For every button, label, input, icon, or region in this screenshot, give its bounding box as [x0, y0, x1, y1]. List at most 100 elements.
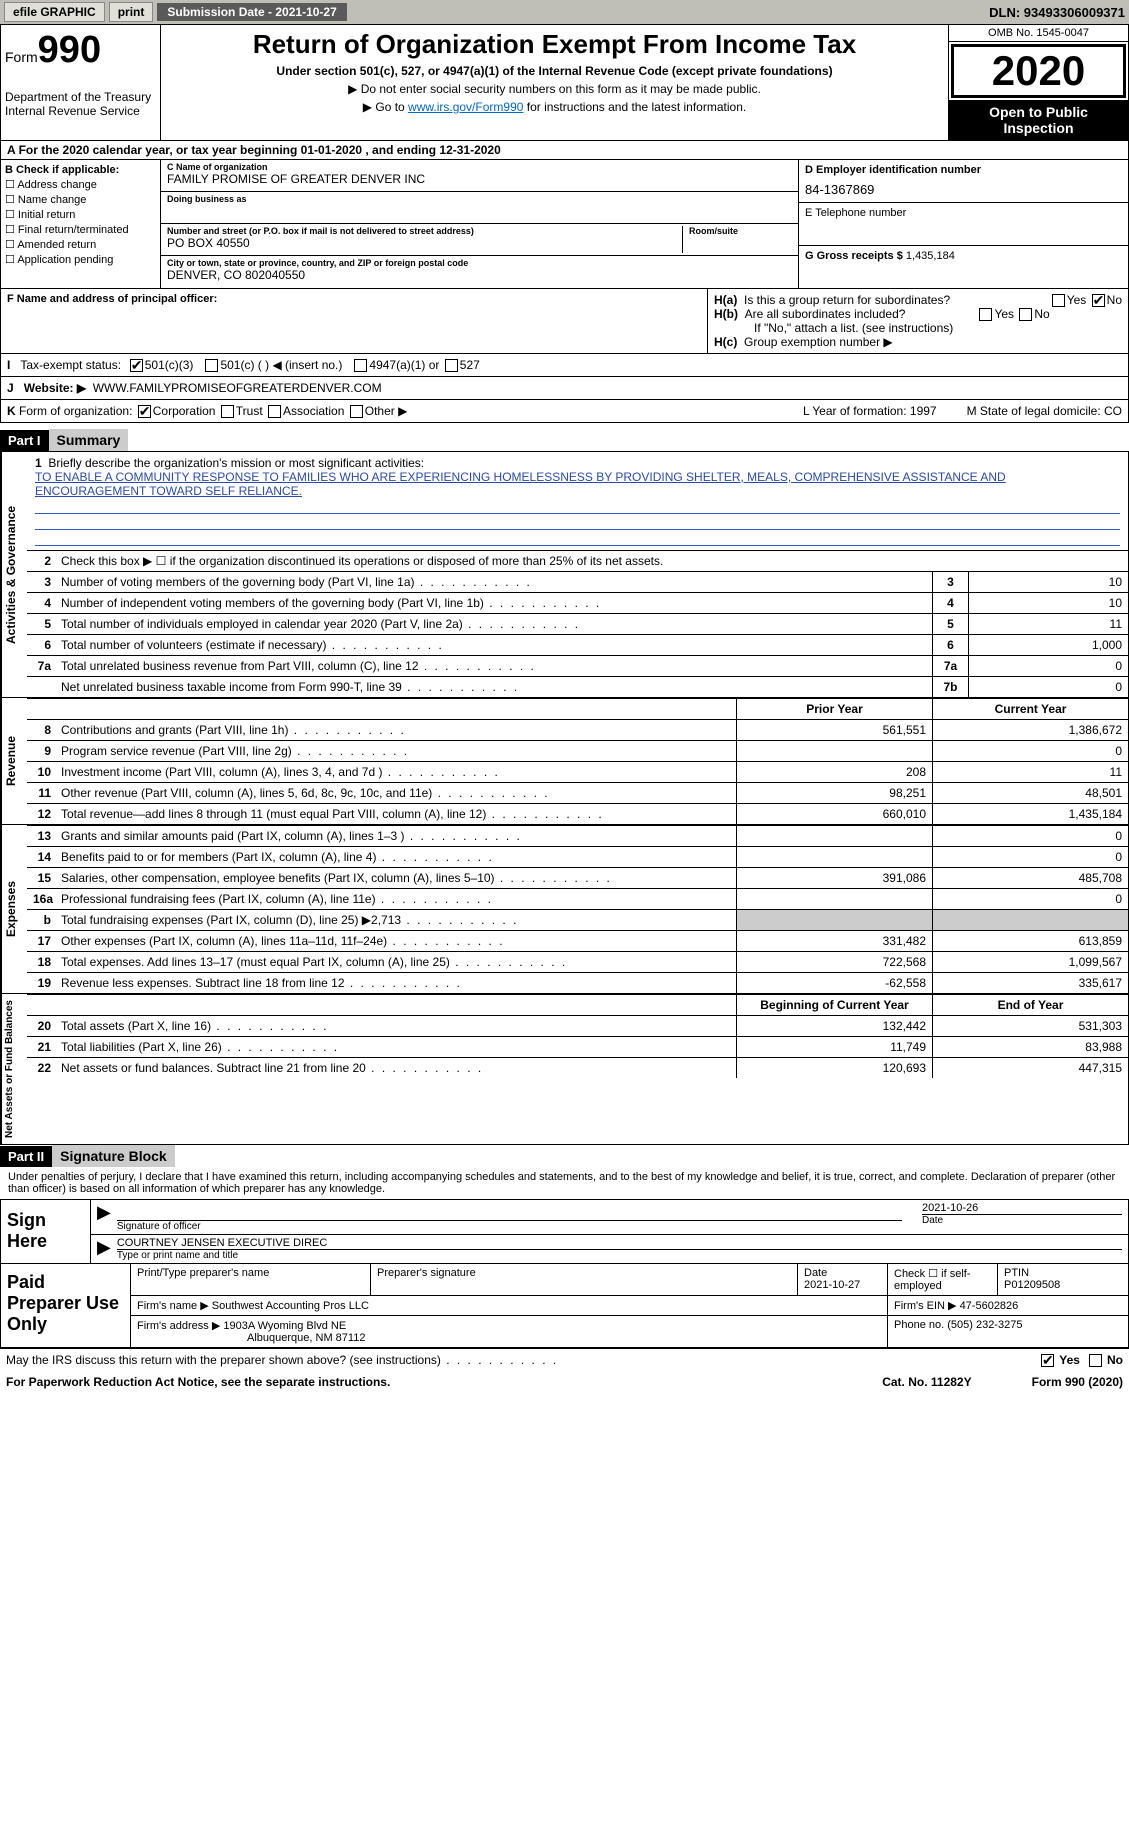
- omb-number: OMB No. 1545-0047: [949, 25, 1128, 42]
- chk-4947[interactable]: [354, 359, 367, 372]
- gov-line: 3Number of voting members of the governi…: [27, 571, 1128, 592]
- table-row: 21Total liabilities (Part X, line 26)11,…: [27, 1036, 1128, 1057]
- chk-amended[interactable]: ☐ Amended return: [5, 238, 156, 251]
- prep-date: 2021-10-27: [804, 1279, 860, 1291]
- vtab-revenue: Revenue: [1, 698, 27, 824]
- row-k: K Form of organization: Corporation Trus…: [0, 400, 1129, 423]
- cat-no: Cat. No. 11282Y: [882, 1375, 971, 1389]
- firm-ein: 47-5602826: [960, 1300, 1019, 1312]
- arrow-icon: ▶: [97, 1202, 111, 1232]
- entity-block: B Check if applicable: ☐ Address change …: [0, 160, 1129, 289]
- h-a-label: Is this a group return for subordinates?: [744, 293, 950, 307]
- hb-yes[interactable]: [979, 308, 992, 321]
- submission-date: Submission Date - 2021-10-27: [157, 3, 346, 21]
- sig-officer-label: Signature of officer: [117, 1220, 902, 1232]
- col-end: End of Year: [932, 995, 1128, 1015]
- table-row: 17Other expenses (Part IX, column (A), l…: [27, 930, 1128, 951]
- form-title: Return of Organization Exempt From Incom…: [165, 29, 944, 60]
- discuss-yes[interactable]: [1041, 1354, 1054, 1367]
- form-prefix: Form: [5, 49, 38, 65]
- part1-header: Part I: [0, 430, 49, 451]
- officer-name: COURTNEY JENSEN EXECUTIVE DIREC: [117, 1237, 1122, 1249]
- chk-assoc[interactable]: [268, 405, 281, 418]
- chk-final-return[interactable]: ☐ Final return/terminated: [5, 223, 156, 236]
- ha-no[interactable]: [1092, 294, 1105, 307]
- gross-receipts-value: 1,435,184: [906, 250, 955, 262]
- chk-501c3[interactable]: [130, 359, 143, 372]
- phone-label: E Telephone number: [805, 207, 1122, 219]
- preparer-section: Paid Preparer Use Only Print/Type prepar…: [0, 1264, 1129, 1348]
- h-b-note: If "No," attach a list. (see instruction…: [714, 321, 1122, 335]
- table-row: 14Benefits paid to or for members (Part …: [27, 846, 1128, 867]
- chk-initial-return[interactable]: ☐ Initial return: [5, 208, 156, 221]
- department: Department of the Treasury Internal Reve…: [5, 90, 156, 118]
- form-number: 990: [38, 29, 101, 71]
- ein-label: D Employer identification number: [805, 164, 1122, 176]
- table-row: 19Revenue less expenses. Subtract line 1…: [27, 972, 1128, 993]
- form-footer: Form 990 (2020): [1032, 1375, 1123, 1389]
- chk-trust[interactable]: [221, 405, 234, 418]
- table-row: bTotal fundraising expenses (Part IX, co…: [27, 909, 1128, 930]
- table-row: 16aProfessional fundraising fees (Part I…: [27, 888, 1128, 909]
- year-formation: L Year of formation: 1997: [803, 404, 937, 418]
- org-name-label: C Name of organization: [167, 162, 792, 172]
- row-f-h: F Name and address of principal officer:…: [0, 289, 1129, 354]
- table-row: 18Total expenses. Add lines 13–17 (must …: [27, 951, 1128, 972]
- officer-name-label: Type or print name and title: [117, 1249, 1122, 1261]
- prep-sig-label: Preparer's signature: [371, 1264, 798, 1295]
- chk-501c[interactable]: [205, 359, 218, 372]
- col-beginning: Beginning of Current Year: [736, 995, 932, 1015]
- vtab-expenses: Expenses: [1, 825, 27, 993]
- row-i: I Tax-exempt status: 501(c)(3) 501(c) ( …: [0, 354, 1129, 377]
- sig-date-value: 2021-10-26: [922, 1202, 1122, 1214]
- table-row: 13Grants and similar amounts paid (Part …: [27, 825, 1128, 846]
- discuss-no[interactable]: [1089, 1354, 1102, 1367]
- mission-text: TO ENABLE A COMMUNITY RESPONSE TO FAMILI…: [35, 470, 1006, 498]
- sign-here-label: Sign Here: [1, 1200, 91, 1263]
- footer: For Paperwork Reduction Act Notice, see …: [0, 1371, 1129, 1393]
- addr-value: PO BOX 40550: [167, 236, 682, 250]
- arrow-icon: ▶: [97, 1237, 111, 1261]
- chk-other[interactable]: [350, 405, 363, 418]
- table-row: 20Total assets (Part X, line 16)132,4425…: [27, 1015, 1128, 1036]
- ptin-value: P01209508: [1004, 1279, 1060, 1291]
- state-domicile: M State of legal domicile: CO: [967, 404, 1122, 418]
- box-f-label: F Name and address of principal officer:: [7, 293, 217, 305]
- gov-line: 2Check this box ▶ ☐ if the organization …: [27, 550, 1128, 571]
- period-row: A For the 2020 calendar year, or tax yea…: [0, 141, 1129, 160]
- part2-title: Signature Block: [52, 1145, 175, 1167]
- table-row: 12Total revenue—add lines 8 through 11 (…: [27, 803, 1128, 824]
- website-value: WWW.FAMILYPROMISEOFGREATERDENVER.COM: [93, 381, 382, 395]
- row-j: J Website: ▶ WWW.FAMILYPROMISEOFGREATERD…: [0, 377, 1129, 400]
- dba-label: Doing business as: [167, 194, 792, 204]
- col-current-year: Current Year: [932, 699, 1128, 719]
- h-c-label: Group exemption number ▶: [744, 335, 893, 349]
- tax-year: 2020: [951, 44, 1126, 98]
- city-label: City or town, state or province, country…: [167, 258, 792, 268]
- firm-addr2: Albuquerque, NM 87112: [247, 1332, 365, 1344]
- summary-section: Activities & Governance 1 Briefly descri…: [0, 451, 1129, 698]
- prep-name-label: Print/Type preparer's name: [131, 1264, 371, 1295]
- ha-yes[interactable]: [1052, 294, 1065, 307]
- gov-line: 5Total number of individuals employed in…: [27, 613, 1128, 634]
- mission-label: Briefly describe the organization's miss…: [48, 456, 424, 470]
- chk-app-pending[interactable]: ☐ Application pending: [5, 253, 156, 266]
- form-header: Form990 Department of the Treasury Inter…: [0, 24, 1129, 141]
- hb-no[interactable]: [1019, 308, 1032, 321]
- gov-line: 4Number of independent voting members of…: [27, 592, 1128, 613]
- pra-notice: For Paperwork Reduction Act Notice, see …: [6, 1375, 390, 1389]
- firm-phone: (505) 232-3275: [947, 1319, 1022, 1331]
- discuss-row: May the IRS discuss this return with the…: [0, 1348, 1129, 1371]
- irs-link[interactable]: www.irs.gov/Form990: [408, 100, 523, 114]
- vtab-governance: Activities & Governance: [1, 452, 27, 697]
- part1-title: Summary: [49, 429, 129, 451]
- chk-corp[interactable]: [138, 405, 151, 418]
- h-b-label: Are all subordinates included?: [745, 307, 906, 321]
- chk-name-change[interactable]: ☐ Name change: [5, 193, 156, 206]
- chk-527[interactable]: [445, 359, 458, 372]
- table-row: 22Net assets or fund balances. Subtract …: [27, 1057, 1128, 1078]
- chk-address-change[interactable]: ☐ Address change: [5, 178, 156, 191]
- signature-declaration: Under penalties of perjury, I declare th…: [0, 1167, 1129, 1199]
- print-button[interactable]: print: [109, 2, 154, 22]
- gross-receipts-label: G Gross receipts $: [805, 250, 906, 262]
